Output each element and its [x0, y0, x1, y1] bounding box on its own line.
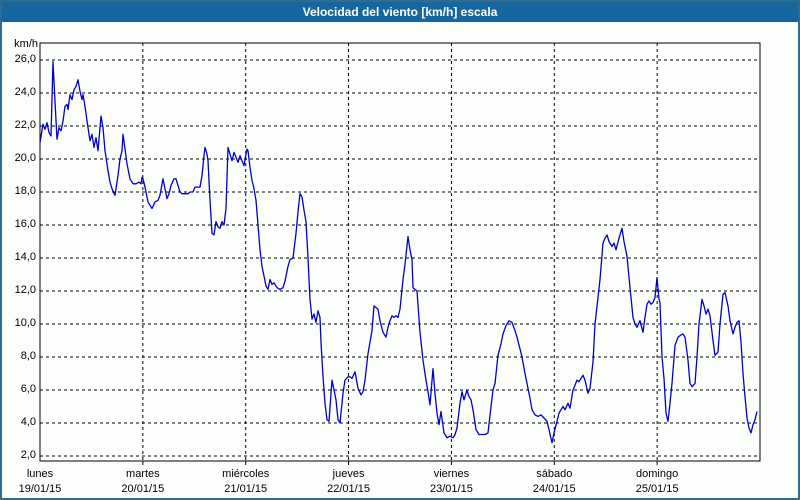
- y-tick-label: 22,0: [14, 119, 36, 131]
- x-day-label: martes 20/01/15: [98, 467, 188, 497]
- x-day-name: lunes: [26, 468, 54, 480]
- y-tick-label: 6,0: [20, 383, 36, 395]
- plot-frame: [39, 42, 761, 462]
- x-day-label: lunes 19/01/15: [2, 467, 85, 497]
- x-day-date: 20/01/15: [121, 483, 165, 495]
- y-tick-label: 8,0: [20, 350, 36, 362]
- x-day-name: martes: [126, 468, 160, 480]
- y-tick-label: 24,0: [14, 86, 36, 98]
- y-tick-label: 26,0: [14, 53, 36, 65]
- x-day-date: 24/01/15: [532, 483, 576, 495]
- x-day-date: 21/01/15: [224, 483, 268, 495]
- wind-speed-line: [39, 61, 758, 444]
- y-tick-label: 4,0: [20, 416, 36, 428]
- y-tick-label: 12,0: [14, 284, 36, 296]
- x-day-name: sábado: [536, 468, 573, 480]
- x-day-name: viernes: [433, 468, 470, 480]
- y-tick-label: 16,0: [14, 218, 36, 230]
- x-day-date: 25/01/15: [635, 483, 679, 495]
- x-day-label: sábado 24/01/15: [509, 467, 599, 497]
- window-title: Velocidad del viento [km/h] escala: [302, 5, 498, 19]
- x-day-date: 22/01/15: [327, 483, 370, 495]
- y-tick-label: 18,0: [14, 185, 36, 197]
- y-tick-label: 20,0: [14, 152, 36, 164]
- x-day-name: domingo: [636, 468, 679, 480]
- x-day-label: jueves 22/01/15: [304, 467, 394, 497]
- x-day-label: miércoles 21/01/15: [201, 467, 291, 497]
- window-titlebar: Velocidad del viento [km/h] escala: [2, 2, 798, 22]
- y-tick-label: 2,0: [20, 449, 36, 461]
- x-day-label: domingo 25/01/15: [612, 467, 702, 497]
- y-tick-label: 14,0: [14, 251, 36, 263]
- x-day-date: 23/01/15: [430, 483, 473, 495]
- x-day-label: viernes 23/01/15: [406, 467, 496, 497]
- x-day-name: miércoles: [222, 468, 270, 480]
- x-day-date: 19/01/15: [18, 483, 62, 495]
- y-axis-unit-label: km/h: [14, 38, 38, 50]
- y-tick-label: 10,0: [14, 317, 36, 329]
- x-day-name: jueves: [332, 468, 365, 480]
